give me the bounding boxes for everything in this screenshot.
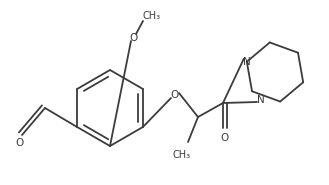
Text: N: N (257, 95, 265, 105)
Text: O: O (130, 33, 138, 43)
Text: O: O (221, 133, 229, 143)
Text: CH₃: CH₃ (173, 150, 191, 160)
Text: N: N (243, 57, 251, 67)
Text: O: O (171, 90, 179, 100)
Text: O: O (15, 138, 23, 148)
Text: CH₃: CH₃ (143, 11, 161, 21)
